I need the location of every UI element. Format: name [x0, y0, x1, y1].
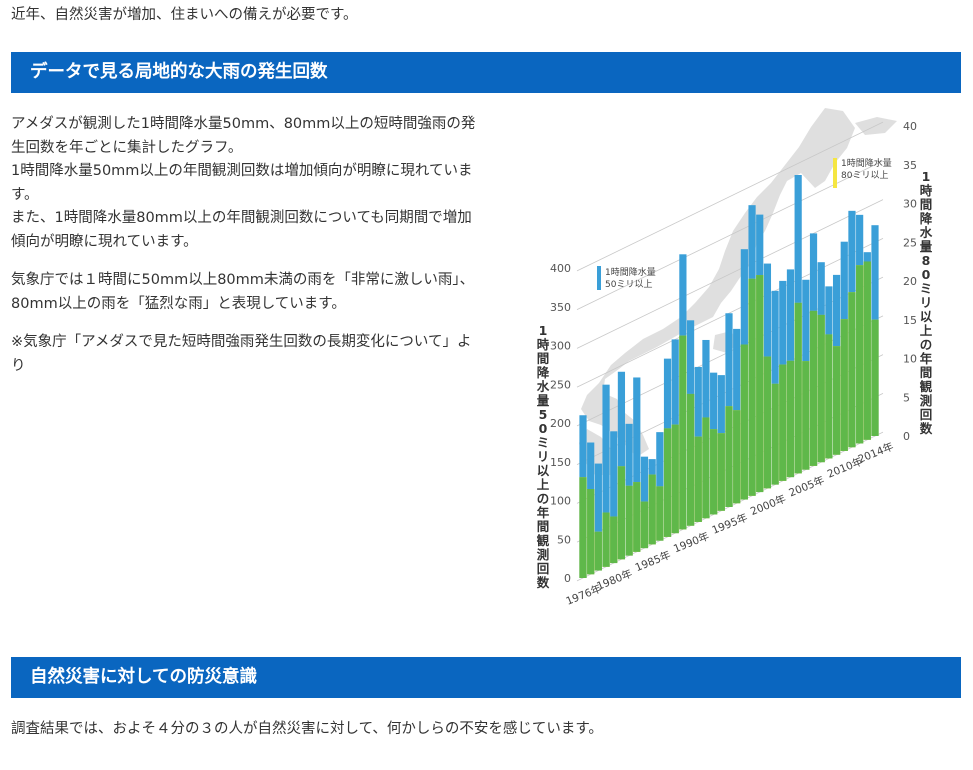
bar-50mm	[633, 377, 641, 552]
right-axis-tick: 5	[903, 391, 910, 404]
x-axis-tick: 1985年	[633, 548, 672, 574]
bar-overlap	[786, 360, 795, 478]
right-axis-tick: 20	[903, 275, 917, 288]
x-axis-tick: 1980年	[595, 567, 634, 593]
left-axis-tick: 350	[550, 301, 571, 314]
rainfall-chart: 0 50 100 150 200 250 300 350 400 0 5 10 15 20 25 30 35 40…	[525, 103, 965, 613]
legend-label-50mm: 1時間降水量	[605, 266, 656, 278]
bar-overlap	[686, 393, 695, 526]
left-axis-tick: 0	[564, 572, 571, 585]
bar-overlap	[871, 319, 879, 436]
x-axis-tick: 1990年	[672, 529, 711, 555]
legend-swatch-80mm	[833, 158, 837, 188]
bar-overlap	[848, 292, 856, 448]
right-axis-title: 1 時間降水量 8 0 ミリ以上の年間観測回数	[919, 169, 933, 436]
left-axis-tick: 150	[550, 456, 571, 469]
chart-bars	[579, 174, 879, 578]
right-axis-tick: 0	[903, 430, 910, 443]
left-axis-tick: 200	[550, 417, 571, 430]
bar-50mm	[602, 384, 610, 567]
left-axis-tick: 100	[550, 495, 571, 508]
bar-overlap	[863, 261, 871, 440]
bar-overlap	[794, 302, 802, 474]
bar-overlap	[579, 477, 587, 578]
gridline	[576, 237, 884, 388]
legend-label-80mm: 1時間降水量	[841, 157, 892, 169]
x-axis-tick: 1995年	[710, 511, 749, 537]
bar-overlap	[771, 383, 779, 485]
section-heading-rainfall: データで見る局地的な大雨の発生回数	[11, 52, 961, 93]
bar-overlap	[656, 486, 664, 541]
bar-overlap	[617, 466, 626, 560]
bar-overlap	[825, 334, 833, 459]
bar-overlap	[679, 335, 687, 530]
bar-overlap	[663, 428, 672, 537]
bar-overlap	[756, 275, 764, 493]
bar-overlap	[779, 364, 787, 481]
bar-overlap	[625, 485, 633, 556]
bar-50mm	[617, 371, 626, 560]
legend-sub-50mm: 50ミリ以上	[605, 279, 652, 290]
bar-50mm	[610, 431, 618, 564]
right-axis-tick: 40	[903, 120, 917, 133]
bar-overlap	[763, 356, 772, 489]
bar-overlap	[702, 417, 710, 519]
x-axis-tick: 2005年	[787, 473, 826, 499]
right-axis-tick: 35	[903, 159, 917, 172]
left-axis-title: 1 時間降水量 5 0 ミリ以上の年間観測回数	[536, 323, 550, 590]
description-line: アメダスが観測した1時間降水量50mm、80mm以上の短時間強雨の発生回数を年ご…	[11, 116, 476, 156]
bar-overlap	[748, 278, 756, 496]
x-axis-tick: 2000年	[748, 492, 787, 518]
bar-overlap	[809, 310, 818, 466]
bar-overlap	[587, 489, 595, 575]
left-axis-tick: 300	[550, 340, 571, 353]
description-paragraph-1: アメダスが観測した1時間降水量50mm、80mm以上の短時間強雨の発生回数を年ご…	[11, 113, 476, 254]
bar-overlap	[671, 424, 679, 534]
rainfall-description: アメダスが観測した1時間降水量50mm、80mm以上の短時間強雨の発生回数を年ご…	[11, 113, 476, 393]
intro-text: 近年、自然災害が増加、住まいへの備えが必要です。	[11, 7, 358, 23]
bar-overlap	[602, 512, 610, 567]
description-line: 1時間降水量50mm以上の年間観測回数は増加傾向が明瞭に現れています。	[11, 163, 473, 203]
right-axis-tick: 30	[903, 198, 917, 211]
right-axis-tick: 25	[903, 236, 917, 249]
x-axis-tick: 2014年	[856, 440, 895, 466]
bar-overlap	[640, 501, 649, 549]
legend-swatch-50mm	[597, 266, 601, 290]
bar-overlap	[840, 319, 848, 451]
bar-overlap	[710, 429, 718, 515]
bar-overlap	[594, 531, 602, 571]
survey-result-text: 調査結果では、およそ４分の３の人が自然災害に対して、何かしらの不安を感じています…	[11, 721, 603, 737]
left-axis-tick: 250	[550, 378, 571, 391]
bar-overlap	[633, 482, 641, 552]
left-axis-tick: 400	[550, 262, 571, 275]
right-axis-tick: 10	[903, 353, 917, 366]
bar-overlap	[832, 346, 841, 455]
chart-axis-titles: 1 時間降水量 5 0 ミリ以上の年間観測回数 1 時間降水量 8 0 ミリ以上の年間観測回数	[536, 169, 933, 590]
left-axis-tick: 50	[557, 533, 571, 546]
description-paragraph-2: 気象庁では１時間に50mm以上80mm未満の雨を「非常に激しい雨」、80mm以上…	[11, 272, 475, 312]
bar-50mm	[594, 463, 602, 571]
bar-overlap	[717, 433, 725, 511]
bar-overlap	[694, 436, 702, 522]
gridline	[576, 160, 884, 311]
bar-overlap	[856, 265, 864, 444]
gridline	[576, 121, 884, 272]
bar-overlap	[817, 314, 825, 463]
rainfall-chart-svg: 0 50 100 150 200 250 300 350 400 0 5 10 15 20 25 30 35 40…	[536, 108, 933, 608]
bar-overlap	[610, 516, 618, 564]
bar-overlap	[648, 474, 656, 545]
legend-sub-80mm: 80ミリ以上	[841, 170, 888, 181]
bar-overlap	[725, 406, 733, 507]
gridline	[576, 199, 884, 349]
description-line: また、1時間降水量80mm以上の年間観測回数についても同期間で増加傾向が明瞭に現…	[11, 210, 472, 250]
source-note: ※気象庁「アメダスで見た短時間強雨発生回数の長期変化について」より	[11, 334, 472, 374]
section-heading-awareness: 自然災害に対しての防災意識	[11, 657, 961, 698]
bar-overlap	[740, 344, 748, 500]
bar-overlap	[802, 361, 810, 470]
bar-overlap	[733, 410, 741, 504]
right-axis-tick: 15	[903, 314, 917, 327]
